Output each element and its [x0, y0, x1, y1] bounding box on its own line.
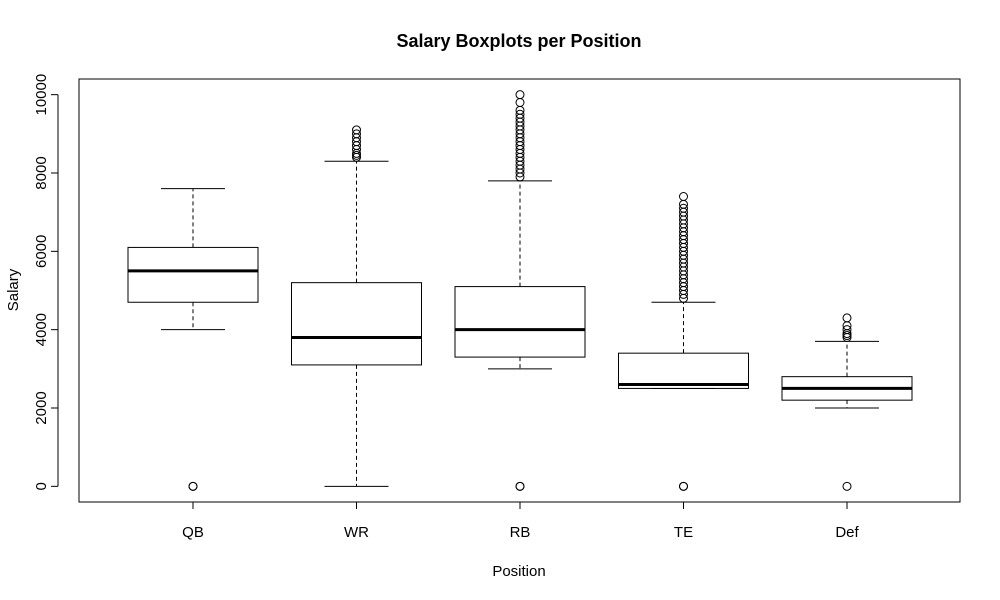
outlier-point — [515, 481, 525, 491]
iqr-box — [454, 286, 586, 358]
outlier-point — [679, 481, 688, 491]
iqr-box — [291, 282, 422, 366]
iqr-box — [127, 246, 259, 303]
outlier-point — [188, 481, 198, 491]
outlier-point — [352, 129, 361, 139]
x-tick-label: Def — [835, 524, 859, 541]
y-axis: 0 2000 4000 6000 8000 10000 — [33, 74, 59, 491]
outlier-point — [352, 125, 361, 135]
y-tick-label: 6000 — [33, 235, 50, 268]
x-tick-label: TE — [674, 524, 693, 541]
outlier-point — [515, 109, 525, 119]
x-tick-label: WR — [344, 524, 369, 541]
y-tick-label: 4000 — [33, 313, 50, 346]
chart-title: Salary Boxplots per Position — [396, 31, 641, 51]
outlier-point — [842, 313, 852, 323]
boxes-group — [127, 90, 913, 491]
y-tick-label: 10000 — [33, 74, 50, 116]
iqr-box — [618, 352, 749, 389]
box-rb — [454, 90, 586, 491]
outlier-point — [515, 98, 525, 107]
y-tick-label: 0 — [33, 482, 50, 490]
x-axis-label: Position — [492, 563, 545, 580]
outlier-point — [679, 203, 688, 213]
y-axis-label: Salary — [5, 268, 22, 311]
box-wr — [291, 125, 422, 487]
outlier-point — [842, 481, 852, 491]
x-tick-label: RB — [510, 524, 531, 541]
y-tick-label: 2000 — [33, 391, 50, 424]
box-te — [618, 192, 749, 491]
x-axis: QB WR RB TE Def — [182, 501, 860, 541]
box-def — [781, 313, 913, 491]
x-tick-label: QB — [182, 524, 204, 541]
y-tick-label: 8000 — [33, 156, 50, 189]
outlier-point — [679, 192, 688, 201]
box-qb — [127, 188, 259, 491]
outlier-point — [515, 90, 525, 100]
outlier-point — [842, 325, 852, 335]
